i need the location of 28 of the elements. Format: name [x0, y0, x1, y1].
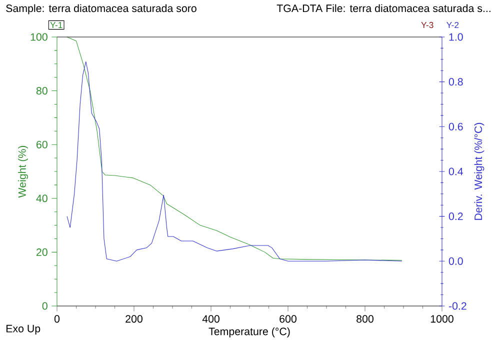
- y2-tick-label: 0.4: [448, 168, 464, 176]
- y2-tick-label: 0.0: [448, 257, 463, 265]
- x-tick-label: 200: [126, 315, 142, 323]
- x-tick-label: 1000: [430, 315, 454, 323]
- x-tick-label: 0: [54, 315, 60, 323]
- text: Y-2: [446, 22, 459, 28]
- text: Y-1: [50, 22, 62, 28]
- y2-tick-label: 0.6: [448, 122, 463, 130]
- y-tick-label: 60: [36, 140, 48, 148]
- text: Exo Up: [6, 324, 40, 334]
- y-tick-label: 80: [36, 87, 48, 95]
- x-tick-label: 400: [202, 315, 220, 323]
- y-tick-label: 100: [30, 33, 48, 41]
- y2-tick-label: 0.8: [448, 78, 463, 86]
- y2-tick-label: 0.2: [448, 212, 463, 220]
- y-tick-label: 0: [42, 302, 48, 310]
- y2-tick-label: 1.0: [449, 33, 463, 41]
- y-axis-title: Weight (%): [18, 146, 28, 198]
- x-tick-label: 800: [356, 315, 374, 323]
- x-axis-title: Temperature (°C): [208, 327, 290, 338]
- chart-subtitle: TGA-DTA File: terra diatomacea saturada s...: [276, 4, 490, 12]
- y2-tick-label: -0.2: [448, 302, 466, 310]
- y-tick-label: 40: [36, 194, 48, 202]
- text: Y-3: [421, 22, 434, 28]
- chart-title: Sample: terra diatomacea saturada soro: [6, 4, 196, 14]
- y-tick-label: 20: [36, 248, 48, 256]
- y2-axis-title: Deriv. Weight (%/°C): [474, 122, 484, 220]
- x-tick-label: 600: [280, 315, 296, 323]
